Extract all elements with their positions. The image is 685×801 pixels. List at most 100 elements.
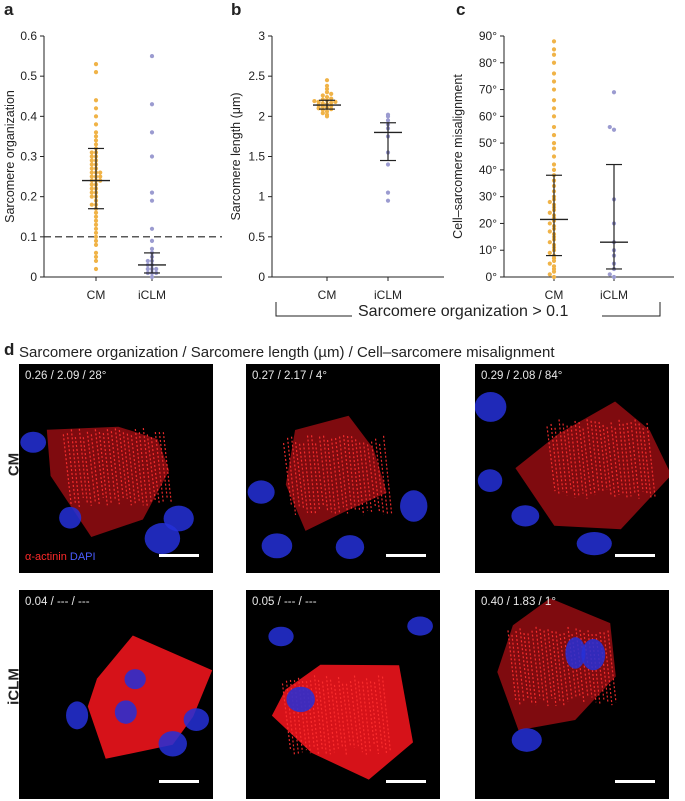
data-point — [93, 106, 99, 111]
data-point — [93, 218, 99, 223]
x-tick-label: iCLM — [600, 288, 628, 302]
data-point — [324, 90, 330, 95]
nucleus — [286, 686, 315, 713]
data-point — [149, 198, 155, 203]
data-point — [607, 272, 612, 277]
sarcomere-striation — [374, 438, 385, 515]
data-point — [93, 62, 99, 67]
sarcomere-striation — [142, 428, 152, 504]
data-point — [93, 250, 99, 255]
data-point — [93, 214, 99, 219]
y-tick-label: 0° — [486, 270, 498, 284]
data-point — [149, 190, 155, 195]
sarcomere-striation — [349, 680, 360, 747]
sarcomere-striation — [554, 427, 564, 492]
data-point — [89, 190, 94, 195]
panel-d-title: Sarcomere organization / Sarcomere lengt… — [19, 344, 555, 361]
data-point — [93, 122, 99, 127]
legend-dapi: DAPI — [69, 551, 96, 563]
micrograph-cm-3: 0.29 / 2.08 / 84° — [475, 364, 669, 573]
data-point — [93, 266, 99, 272]
sarcomere-striation — [305, 681, 316, 749]
micrograph-annotation: 0.04 / --- / --- — [25, 596, 90, 608]
data-point — [93, 114, 99, 119]
data-point — [385, 118, 391, 123]
sarcomere-striation — [381, 676, 392, 753]
sarcomere-striation — [321, 681, 332, 755]
data-point — [98, 170, 103, 175]
data-point — [329, 100, 334, 105]
data-point — [329, 91, 334, 96]
sarcomere-striation — [325, 676, 336, 753]
stain-legend: α-actinin DAPI — [25, 551, 96, 563]
cell-body — [271, 664, 413, 780]
data-point — [324, 78, 330, 83]
sarcomere-striation — [329, 679, 340, 749]
sarcomere-striation — [618, 419, 628, 498]
sarcomere-striation — [313, 675, 324, 751]
nucleus — [183, 708, 209, 732]
sarcomere-striation — [158, 431, 168, 500]
sarcomere-striation — [373, 682, 384, 749]
sarcomere-striation — [70, 429, 80, 508]
data-point — [551, 98, 557, 103]
sarcomere-striation — [338, 436, 349, 514]
sarcomere-striation — [130, 435, 140, 502]
sarcomere-striation — [535, 626, 545, 703]
data-point — [547, 250, 552, 255]
sarcomere-striation — [330, 438, 341, 513]
data-point — [385, 190, 391, 195]
nucleus — [247, 480, 275, 504]
y-tick-label: 0 — [30, 270, 37, 284]
data-point — [93, 70, 99, 75]
data-point — [551, 274, 557, 280]
sarcomere-striation — [98, 432, 108, 506]
data-point — [89, 158, 94, 163]
data-point — [93, 238, 99, 243]
sarcomere-striation — [310, 435, 321, 510]
cell-body — [497, 598, 616, 731]
bracket — [275, 302, 661, 317]
data-point — [89, 182, 94, 187]
sarcomere-striation — [555, 631, 565, 707]
data-point — [385, 198, 391, 203]
sarcomere-striation — [345, 683, 356, 748]
chart-misalignment: 0° 10° 20° 30° 40° 50° 60° 70° 80° 90° Cell–sarcom… — [451, 20, 682, 305]
nucleus — [59, 506, 82, 529]
data-point — [611, 274, 617, 280]
y-tick-label: 0.3 — [20, 150, 37, 164]
data-point — [385, 162, 391, 167]
data-point — [547, 199, 552, 205]
scale-bar — [159, 554, 199, 557]
y-axis-label: Sarcomere length (μm) — [229, 92, 243, 220]
y-tick-label: 30° — [479, 190, 497, 204]
data-point — [547, 272, 552, 277]
sarcomere-striation — [582, 428, 592, 494]
sarcomere-striation — [337, 676, 348, 756]
data-point — [324, 109, 330, 114]
sarcomere-striation — [382, 435, 393, 514]
scale-bar — [386, 780, 426, 783]
sarcomere-striation — [358, 442, 369, 511]
sarcomere-striation — [586, 419, 596, 496]
data-point — [149, 238, 155, 243]
nucleus — [511, 505, 540, 527]
x-tick-label: iCLM — [138, 288, 166, 302]
panel-letter-b: b — [231, 0, 242, 19]
nucleus — [268, 626, 294, 647]
nucleus — [477, 469, 503, 493]
legend-alpha-actinin: α-actinin — [25, 551, 70, 563]
data-point — [547, 229, 552, 234]
data-point — [145, 258, 150, 264]
sarcomere-striation — [634, 419, 644, 492]
nucleus — [20, 431, 47, 453]
nucleus — [124, 669, 146, 690]
sarcomere-striation — [334, 438, 345, 508]
y-tick-label: 0.4 — [20, 109, 37, 123]
data-point — [89, 166, 94, 171]
y-tick-label: 90° — [479, 29, 497, 43]
sarcomere-striation — [566, 425, 576, 498]
data-point — [89, 194, 94, 199]
sarcomere-striation — [146, 434, 156, 502]
y-tick-label: 40° — [479, 163, 497, 177]
